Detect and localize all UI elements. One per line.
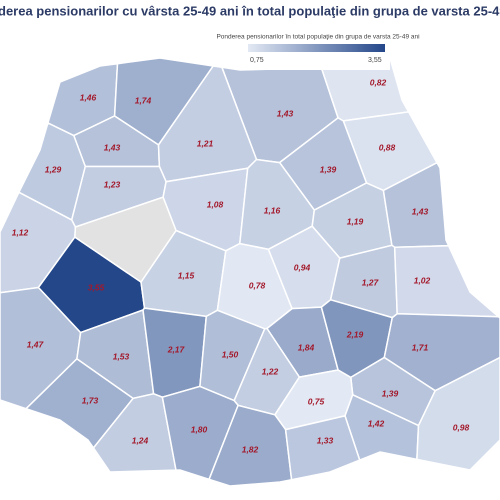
region-value-label: 1,84 bbox=[298, 342, 315, 352]
region-value-label: 1,02 bbox=[414, 275, 431, 285]
region-value-label: 1,43 bbox=[277, 108, 294, 118]
region-value-label: 1,29 bbox=[45, 164, 62, 174]
region-value-label: 1,39 bbox=[320, 164, 337, 174]
region-value-label: 1,73 bbox=[82, 395, 99, 405]
region-value-label: 1,12 bbox=[12, 227, 29, 237]
map-title: derea pensionarilor cu vârsta 25-49 ani … bbox=[0, 3, 500, 18]
region-value-label: 1,16 bbox=[264, 205, 281, 215]
region-value-label: 2,17 bbox=[167, 344, 186, 354]
region-value-label: 2,19 bbox=[346, 329, 364, 339]
region-value-label: 1,39 bbox=[382, 388, 399, 398]
regions bbox=[0, 47, 500, 487]
legend-max-label: 3,55 bbox=[368, 57, 382, 64]
region bbox=[393, 244, 500, 318]
region-value-label: 0,78 bbox=[249, 280, 266, 290]
legend-title: Ponderea pensionarilor în total populaţi… bbox=[216, 34, 419, 41]
region-value-label: 1,53 bbox=[113, 351, 130, 361]
region-value-label: 0,94 bbox=[294, 262, 311, 272]
region-value-label: 1,43 bbox=[104, 142, 121, 152]
region-value-label: 1,74 bbox=[135, 95, 152, 105]
region-value-label: 1,46 bbox=[80, 92, 97, 102]
region-value-label: 1,80 bbox=[191, 424, 208, 434]
region-value-label: 0,75 bbox=[308, 396, 325, 406]
region-no-data bbox=[74, 196, 177, 284]
region-value-label: 3,55 bbox=[88, 282, 105, 292]
region-value-label: 1,15 bbox=[178, 270, 195, 280]
region bbox=[416, 356, 500, 471]
region-value-label: 1,42 bbox=[368, 418, 385, 428]
region-value-label: 1,24 bbox=[132, 435, 149, 445]
legend-gradient bbox=[248, 44, 385, 52]
region-value-label: 1,71 bbox=[412, 342, 429, 352]
region bbox=[284, 415, 361, 481]
region-value-label: 1,43 bbox=[412, 206, 429, 216]
region-value-label: 1,08 bbox=[207, 199, 224, 209]
region-value-label: 1,82 bbox=[242, 444, 259, 454]
region-value-label: 0,98 bbox=[453, 422, 470, 432]
region bbox=[208, 404, 293, 487]
region-value-label: 1,27 bbox=[362, 277, 380, 287]
region-value-label: 0,88 bbox=[379, 142, 396, 152]
region-value-label: 1,22 bbox=[262, 366, 279, 376]
region-value-label: 1,50 bbox=[222, 349, 239, 359]
region-value-label: 1,47 bbox=[27, 339, 45, 349]
region-value-label: 1,19 bbox=[347, 216, 364, 226]
region-value-label: 1,23 bbox=[104, 179, 121, 189]
region-value-label: 1,21 bbox=[197, 138, 214, 148]
region-value-label: 1,33 bbox=[317, 435, 334, 445]
region bbox=[161, 385, 239, 481]
labels: 1,46 1,74 0,82 1,43 1,43 1,21 0,88 1,29 1,23 1,39… bbox=[12, 77, 470, 454]
legend-min-label: 0,75 bbox=[250, 57, 264, 64]
region-value-label: 0,82 bbox=[370, 77, 387, 87]
